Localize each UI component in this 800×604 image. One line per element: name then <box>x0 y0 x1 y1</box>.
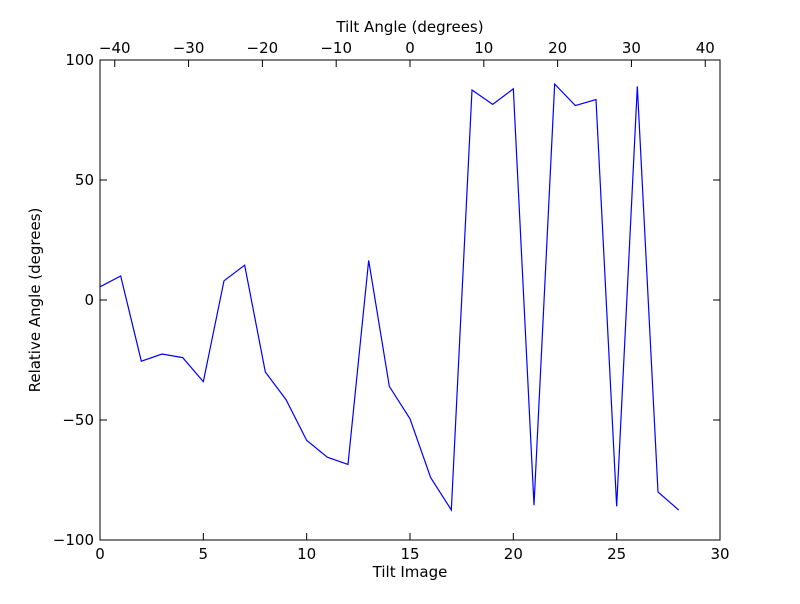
top-x-tick-label: −30 <box>173 39 205 57</box>
labels-layer: Tilt Image Tilt Angle (degrees) Relative… <box>26 18 484 581</box>
x-tick-label: 30 <box>710 545 729 563</box>
top-x-axis-label: Tilt Angle (degrees) <box>335 18 483 36</box>
top-x-tick-label: −20 <box>247 39 279 57</box>
top-x-tick-label: 40 <box>696 39 715 57</box>
top-x-tick-label: 10 <box>474 39 493 57</box>
top-x-tick-label: −40 <box>99 39 131 57</box>
plot-frame <box>99 59 721 541</box>
x-tick-label: 10 <box>297 545 316 563</box>
y-axis-label: Relative Angle (degrees) <box>26 208 44 393</box>
top-x-tick-label: 0 <box>405 39 415 57</box>
top-x-tick-label: 20 <box>548 39 567 57</box>
series-line <box>99 82 680 512</box>
x-axis-label: Tilt Image <box>372 563 448 581</box>
top-x-tick-label: 30 <box>622 39 641 57</box>
y-tick-label: −100 <box>53 531 94 549</box>
x-tick-label: 0 <box>95 545 105 563</box>
y-tick-label: 0 <box>84 291 94 309</box>
x-tick-label: 20 <box>504 545 523 563</box>
ticks-layer: 0 5 10 15 20 25 30−40 −30 −20 −10 0 10 20 30 40−100−50… <box>53 39 730 563</box>
x-tick-label: 15 <box>400 545 419 563</box>
top-x-tick-label: −10 <box>320 39 352 57</box>
y-tick-label: 50 <box>75 171 94 189</box>
x-tick-label: 25 <box>607 545 626 563</box>
series-layer <box>99 82 680 512</box>
y-tick-label: 100 <box>65 51 94 69</box>
y-tick-label: −50 <box>62 411 94 429</box>
x-tick-label: 5 <box>199 545 209 563</box>
